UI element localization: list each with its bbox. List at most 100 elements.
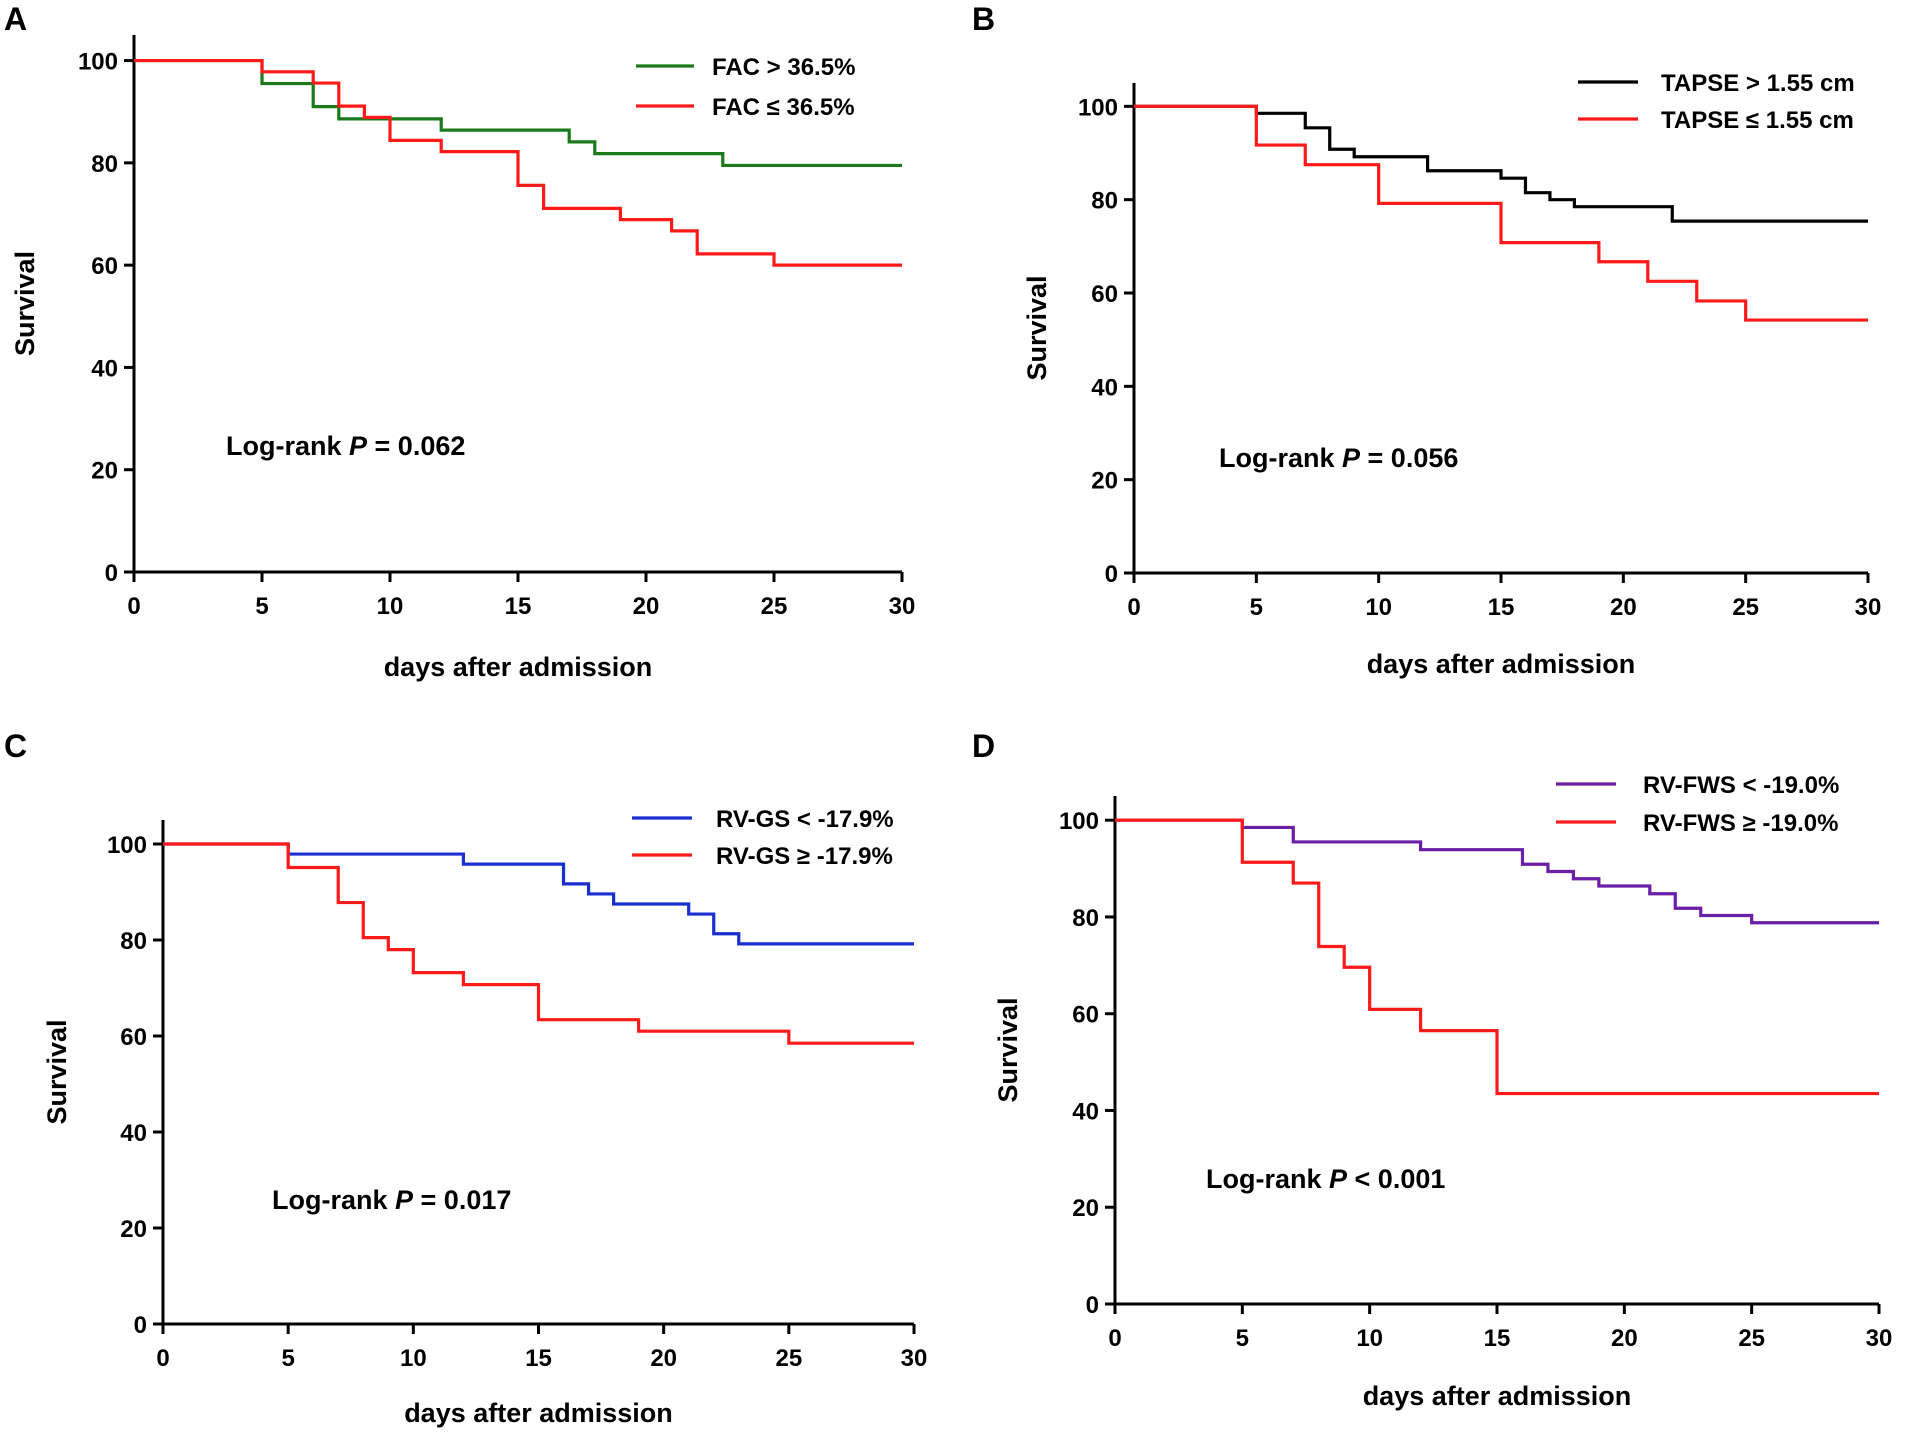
x-tick-label: 15 xyxy=(1484,1325,1511,1352)
legend-label: RV-FWS ≥ -19.0% xyxy=(1643,810,1838,837)
x-tick-label: 30 xyxy=(889,593,916,620)
survival-curve-2 xyxy=(1115,818,1879,1096)
y-axis-title: Survival xyxy=(1022,275,1052,380)
y-tick-label: 20 xyxy=(91,458,118,485)
y-tick-label: 40 xyxy=(1072,1098,1099,1125)
x-tick-label: 10 xyxy=(1356,1325,1383,1352)
logrank-value: = 0.056 xyxy=(1360,443,1458,473)
y-tick-label: 60 xyxy=(91,253,118,280)
x-tick-label: 25 xyxy=(761,593,788,620)
logrank-annotation: Log-rank P < 0.001 xyxy=(1206,1164,1445,1194)
x-tick-label: 20 xyxy=(1611,1325,1638,1352)
y-tick-label: 20 xyxy=(1091,468,1118,495)
logrank-p-symbol: P xyxy=(395,1185,414,1215)
y-tick-label: 40 xyxy=(91,355,118,382)
x-tick-label: 30 xyxy=(1855,594,1882,621)
survival-curve-1 xyxy=(1134,104,1868,223)
x-tick-label: 25 xyxy=(1732,594,1759,621)
legend-label: TAPSE ≤ 1.55 cm xyxy=(1661,107,1854,134)
legend-label: TAPSE > 1.55 cm xyxy=(1661,70,1855,97)
logrank-prefix: Log-rank xyxy=(272,1185,395,1215)
y-tick-label: 100 xyxy=(1059,808,1099,835)
panel-letter: C xyxy=(4,728,27,764)
x-tick-label: 0 xyxy=(156,1345,169,1372)
panel-letter: A xyxy=(4,1,27,37)
survival-curve-2 xyxy=(163,842,914,1045)
y-tick-label: 20 xyxy=(120,1216,147,1243)
x-tick-label: 0 xyxy=(1127,594,1140,621)
survival-curve-1 xyxy=(1115,818,1879,925)
y-tick-label: 100 xyxy=(1078,94,1118,121)
y-tick-label: 0 xyxy=(105,560,118,587)
y-tick-label: 60 xyxy=(120,1024,147,1051)
x-tick-label: 5 xyxy=(1250,594,1263,621)
x-axis-title: days after admission xyxy=(384,652,653,682)
legend-label: RV-GS < -17.9% xyxy=(716,806,894,833)
logrank-prefix: Log-rank xyxy=(226,431,349,461)
logrank-value: = 0.062 xyxy=(367,431,465,461)
x-tick-label: 5 xyxy=(281,1345,294,1372)
x-axis-title: days after admission xyxy=(1363,1381,1632,1411)
y-tick-label: 60 xyxy=(1072,1002,1099,1029)
x-tick-label: 10 xyxy=(400,1345,427,1372)
x-tick-label: 0 xyxy=(127,593,140,620)
logrank-value: < 0.001 xyxy=(1347,1164,1445,1194)
x-tick-label: 5 xyxy=(255,593,268,620)
x-tick-label: 15 xyxy=(505,593,532,620)
panel-a: A 0 20 40 60 80 100 0 5 10 15 20 25 30 days after admi… xyxy=(4,1,915,682)
panel-letter: D xyxy=(972,728,995,764)
x-tick-label: 20 xyxy=(633,593,660,620)
y-tick-label: 0 xyxy=(1105,561,1118,588)
y-tick-label: 60 xyxy=(1091,281,1118,308)
y-tick-label: 0 xyxy=(134,1312,147,1339)
y-tick-label: 0 xyxy=(1086,1292,1099,1319)
logrank-value: = 0.017 xyxy=(413,1185,511,1215)
y-tick-label: 80 xyxy=(1072,905,1099,932)
x-tick-label: 25 xyxy=(775,1345,802,1372)
x-tick-label: 10 xyxy=(1365,594,1392,621)
x-tick-label: 5 xyxy=(1236,1325,1249,1352)
y-axis-title: Survival xyxy=(993,997,1023,1102)
x-tick-label: 15 xyxy=(525,1345,552,1372)
panel-d: D 0 20 40 60 80 100 0 5 10 15 20 25 30 days after admi… xyxy=(972,728,1892,1411)
legend-label: FAC ≤ 36.5% xyxy=(712,94,855,121)
survival-curve-1 xyxy=(163,842,914,946)
x-axis-title: days after admission xyxy=(404,1398,673,1428)
legend-label: RV-GS ≥ -17.9% xyxy=(716,843,893,870)
logrank-p-symbol: P xyxy=(1342,443,1361,473)
logrank-annotation: Log-rank P = 0.017 xyxy=(272,1185,511,1215)
y-tick-label: 80 xyxy=(91,151,118,178)
survival-curve-2 xyxy=(1134,104,1868,322)
logrank-annotation: Log-rank P = 0.056 xyxy=(1219,443,1458,473)
y-tick-label: 100 xyxy=(107,832,147,859)
y-tick-label: 40 xyxy=(1091,374,1118,401)
y-tick-label: 40 xyxy=(120,1120,147,1147)
x-tick-label: 30 xyxy=(1866,1325,1893,1352)
logrank-p-symbol: P xyxy=(1329,1164,1348,1194)
x-tick-label: 15 xyxy=(1488,594,1515,621)
y-tick-label: 80 xyxy=(120,928,147,955)
survival-curve-2 xyxy=(134,58,902,267)
logrank-prefix: Log-rank xyxy=(1219,443,1342,473)
x-tick-label: 25 xyxy=(1738,1325,1765,1352)
x-tick-label: 30 xyxy=(901,1345,928,1372)
x-tick-label: 20 xyxy=(650,1345,677,1372)
logrank-annotation: Log-rank P = 0.062 xyxy=(226,431,465,461)
logrank-prefix: Log-rank xyxy=(1206,1164,1329,1194)
x-axis-title: days after admission xyxy=(1367,649,1636,679)
x-tick-label: 20 xyxy=(1610,594,1637,621)
panel-b: B 0 20 40 60 80 100 0 5 10 15 20 25 30 days after admi… xyxy=(972,1,1881,679)
x-tick-label: 0 xyxy=(1108,1325,1121,1352)
y-tick-label: 100 xyxy=(78,49,118,76)
legend-label: RV-FWS < -19.0% xyxy=(1643,772,1839,799)
y-tick-label: 80 xyxy=(1091,188,1118,215)
y-axis-title: Survival xyxy=(10,251,40,356)
x-tick-label: 10 xyxy=(377,593,404,620)
survival-curve-1 xyxy=(134,58,902,168)
panel-letter: B xyxy=(972,1,995,37)
y-axis-title: Survival xyxy=(42,1019,72,1124)
y-tick-label: 20 xyxy=(1072,1195,1099,1222)
logrank-p-symbol: P xyxy=(349,431,368,461)
legend-label: FAC > 36.5% xyxy=(712,54,855,81)
